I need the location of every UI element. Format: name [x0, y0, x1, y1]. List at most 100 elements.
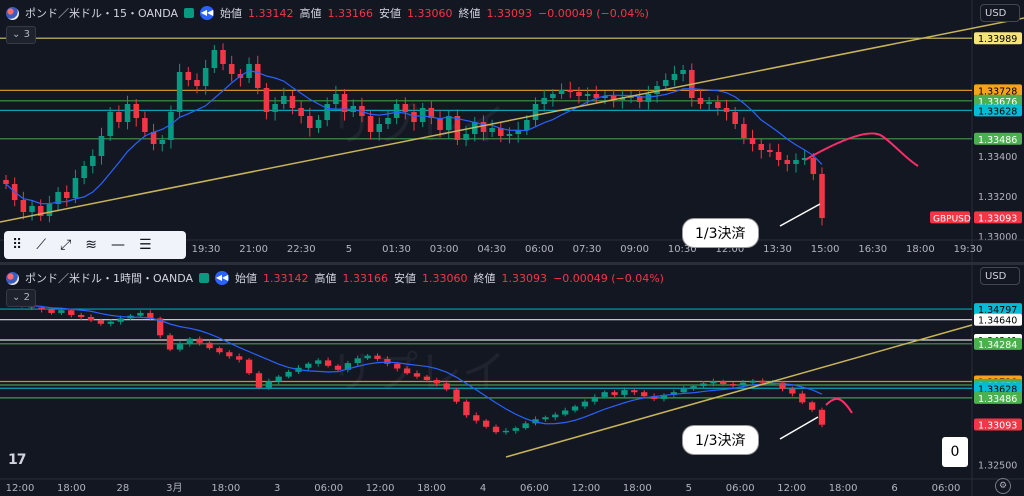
candle-body [512, 428, 519, 431]
trend-line [505, 324, 973, 458]
time-tick-label: 10:30 [668, 244, 697, 255]
callout-pointer [779, 203, 821, 227]
time-tick-label: 5 [346, 244, 352, 255]
time-tick-label: 12:00 [6, 483, 35, 494]
currency-button[interactable]: USD [980, 4, 1020, 22]
horizontal-ray-icon[interactable]: — [111, 237, 126, 253]
candlestick-chart-1h[interactable]: リプレイ1.347971.346401.343411.342841.337281… [0, 265, 1024, 496]
ray-icon[interactable]: ⤢ [60, 237, 72, 253]
candle-body [20, 200, 27, 212]
candle-body [729, 384, 737, 386]
candle-body [789, 388, 796, 394]
candle-body [482, 420, 490, 427]
high-label: 高値 [299, 7, 322, 20]
trend-line-icon[interactable]: ⟋ [36, 237, 47, 253]
candle-body [619, 98, 626, 100]
close-value: 1.33093 [486, 6, 533, 20]
candle-body [581, 401, 589, 407]
high-value: 1.33166 [327, 6, 374, 20]
candle-body [77, 314, 85, 317]
indicators-toggle[interactable]: ⌄ 2 [6, 289, 36, 307]
symbol-title[interactable]: ポンド／米ドル・1時間・OANDA [25, 272, 194, 285]
candle-body [63, 192, 70, 198]
time-tick-label: 19:30 [192, 244, 221, 255]
candle-body [176, 72, 183, 112]
candle-body [107, 112, 113, 136]
candle-body [413, 373, 421, 377]
price-tag-bg [974, 211, 1022, 224]
candle-body [660, 394, 668, 399]
time-tick-label: 13:30 [763, 244, 792, 255]
candle-body [801, 158, 808, 160]
candle-body [767, 150, 773, 152]
candle-body [117, 318, 124, 322]
time-tick-label: 6 [891, 483, 897, 494]
pane-divider[interactable] [0, 262, 1024, 265]
symbol-title[interactable]: ポンド／米ドル・15・OANDA [25, 7, 179, 20]
candle-body [186, 338, 193, 345]
candle-body [90, 156, 96, 166]
price-tag-label: 1.33486 [978, 394, 1017, 405]
candle-body [690, 386, 697, 389]
candle-body [315, 360, 322, 364]
watermark-text: リプレイ [330, 100, 506, 151]
close-label: 終値 [458, 7, 481, 20]
price-tag-bg [974, 313, 1022, 326]
price-tag-label: 1.33989 [978, 34, 1017, 45]
candle-body [142, 118, 148, 132]
candle-body [593, 94, 600, 98]
chart-pane-15m[interactable]: リプレイ 1.33989 1.33728 1.33676 1.33628 1.33486 1… [0, 0, 1024, 262]
candle-body [437, 118, 443, 130]
chart-header-1h: ポンド／米ドル・1時間・OANDA ◀◀ 始値 1.33142 高値 1.33166… [6, 270, 664, 286]
forecast-curve [804, 132, 919, 167]
candle-body [281, 96, 287, 104]
candle-body [654, 86, 660, 94]
candle-body [68, 310, 75, 315]
time-tick-label: 15:00 [811, 244, 840, 255]
candle-body [367, 116, 374, 132]
candle-body [185, 72, 192, 80]
candle-body [46, 204, 53, 216]
candle-body [341, 94, 348, 112]
low-value: 1.33060 [422, 271, 468, 285]
gbpusd-flag-icon [6, 6, 19, 20]
fib-icon[interactable]: ≋ [85, 237, 98, 253]
candle-body [715, 102, 721, 108]
candle-body [808, 402, 816, 410]
candle-body [376, 124, 383, 132]
time-tick-label: 06:00 [932, 483, 961, 494]
candle-body [662, 80, 669, 86]
candle-body [48, 309, 55, 313]
chart-pane-1h[interactable]: リプレイ1.347971.346401.343411.342841.337281… [0, 265, 1024, 496]
time-tick-label: 19:30 [954, 244, 983, 255]
replay-icon[interactable]: ◀◀ [200, 6, 215, 20]
candle-body [621, 390, 628, 395]
candle-body [611, 392, 618, 395]
currency-button[interactable]: USD [980, 267, 1020, 285]
candle-body [254, 64, 261, 88]
forecast-curve [825, 397, 853, 414]
parallel-channel-icon[interactable]: ☰ [139, 237, 152, 253]
candle-body [285, 371, 292, 377]
close-label: 終値 [473, 272, 496, 285]
indicators-toggle[interactable]: ⌄ 3 [6, 26, 36, 44]
candle-body [749, 138, 756, 144]
candle-body [576, 92, 582, 96]
candle-body [473, 415, 480, 421]
time-tick-label: 06:00 [726, 483, 755, 494]
candle-body [157, 318, 164, 336]
candle-body [775, 152, 782, 160]
low-value: 1.33060 [407, 6, 453, 20]
drag-handle-icon[interactable]: ⠿ [12, 237, 23, 253]
candle-body [671, 74, 678, 80]
candle-body [541, 98, 547, 104]
candle-body [403, 368, 411, 374]
candle-body [411, 112, 417, 122]
price-tag-bg [974, 94, 1022, 107]
candle-body [216, 348, 223, 353]
price-tag-label: 1.33000 [978, 232, 1017, 243]
replay-icon[interactable]: ◀◀ [215, 271, 230, 285]
gear-icon[interactable]: ⚙ [995, 478, 1011, 494]
candle-body [571, 406, 579, 411]
